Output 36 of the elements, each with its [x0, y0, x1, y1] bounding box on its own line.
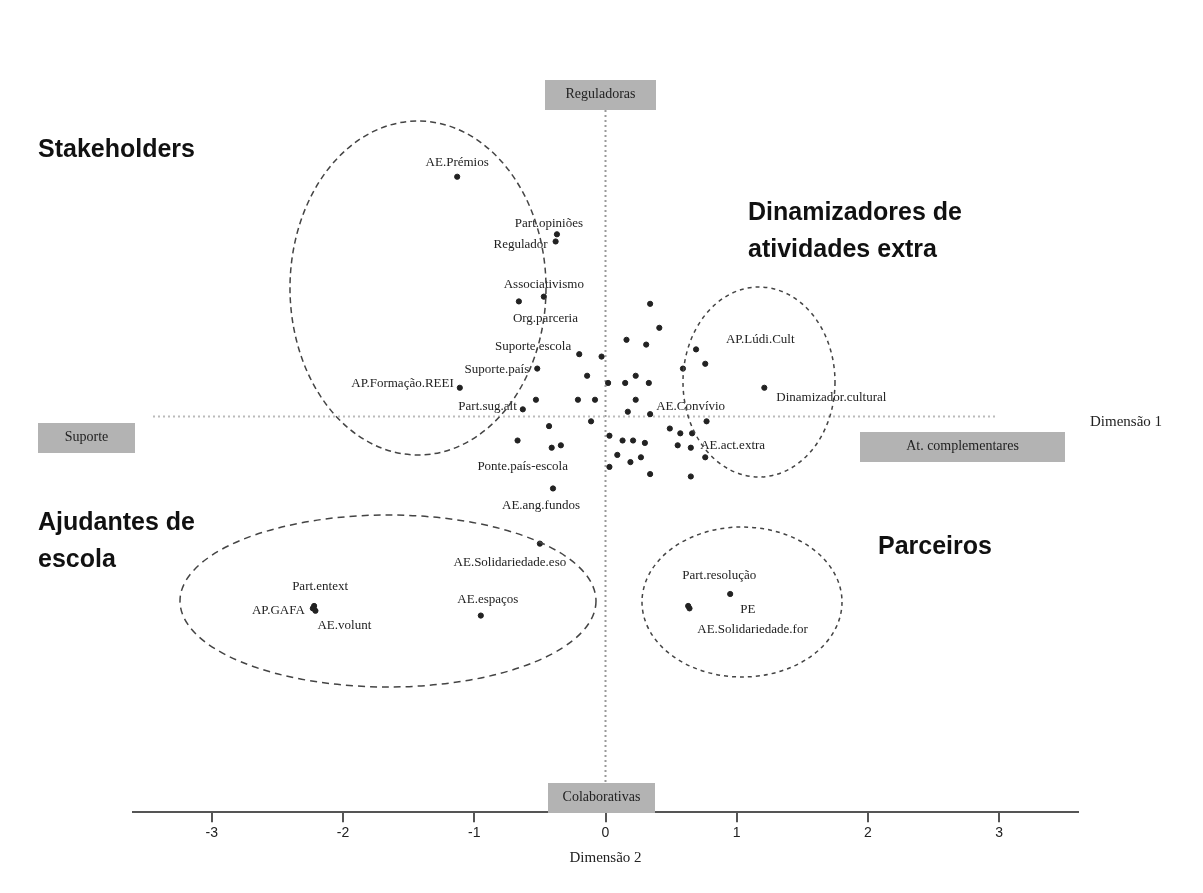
text: Stakeholders [38, 133, 196, 164]
annotation: Part.sug.alt [458, 397, 518, 413]
annotation: AE.volunt [317, 617, 372, 633]
annotation: AE.Convívio [656, 397, 726, 413]
annotation: AE.act.extra [700, 436, 766, 452]
annotation: Ajudantes de escola [38, 506, 196, 574]
annotation: Dinamizadores de atividades extra [748, 196, 963, 264]
annotation: Parceiros [878, 530, 992, 561]
annotation: Regulador [493, 235, 549, 251]
annotation: Part.resolução [682, 567, 757, 583]
x-tick-label: -3 [205, 824, 219, 841]
x-tick-label: -1 [468, 824, 481, 841]
annotation: AE.Prémios [425, 154, 489, 170]
annotation: AP.GAFA [251, 601, 306, 617]
annotation: AP.Lúdi.Cult [725, 331, 795, 347]
annotation: Dinamizador.cultural [776, 389, 887, 405]
annotation: Associativismo [503, 276, 584, 292]
x-axis-title: Dimensão 2 [569, 848, 642, 865]
annotation: AP.Formação.REEI [351, 375, 454, 391]
annotation: Suporte.país [464, 361, 530, 376]
x-tick-label: 1 [732, 824, 741, 841]
annotation: AE.ang.fundos [502, 496, 580, 512]
text: Dimensão 1 [1090, 413, 1163, 430]
annotation: Ponte.país-escola [477, 458, 569, 474]
annotation: AE.Solidariedade.for [697, 620, 809, 636]
annotation: AE.espaços [457, 590, 519, 606]
x-tick-label: 0 [601, 824, 610, 841]
annotation: AE.Solidariedade.eso [453, 554, 567, 570]
x-tick-label: -2 [336, 824, 350, 841]
annotation: Org.parceria [512, 309, 579, 325]
annotation: Part.entext [292, 578, 349, 594]
x-tick-label: 2 [864, 824, 873, 841]
x-tick-label: 3 [995, 824, 1004, 841]
annotation: Part.opiniões [514, 214, 584, 230]
annotation: PE [740, 601, 756, 617]
annotation: Suporte.escola [495, 337, 572, 353]
